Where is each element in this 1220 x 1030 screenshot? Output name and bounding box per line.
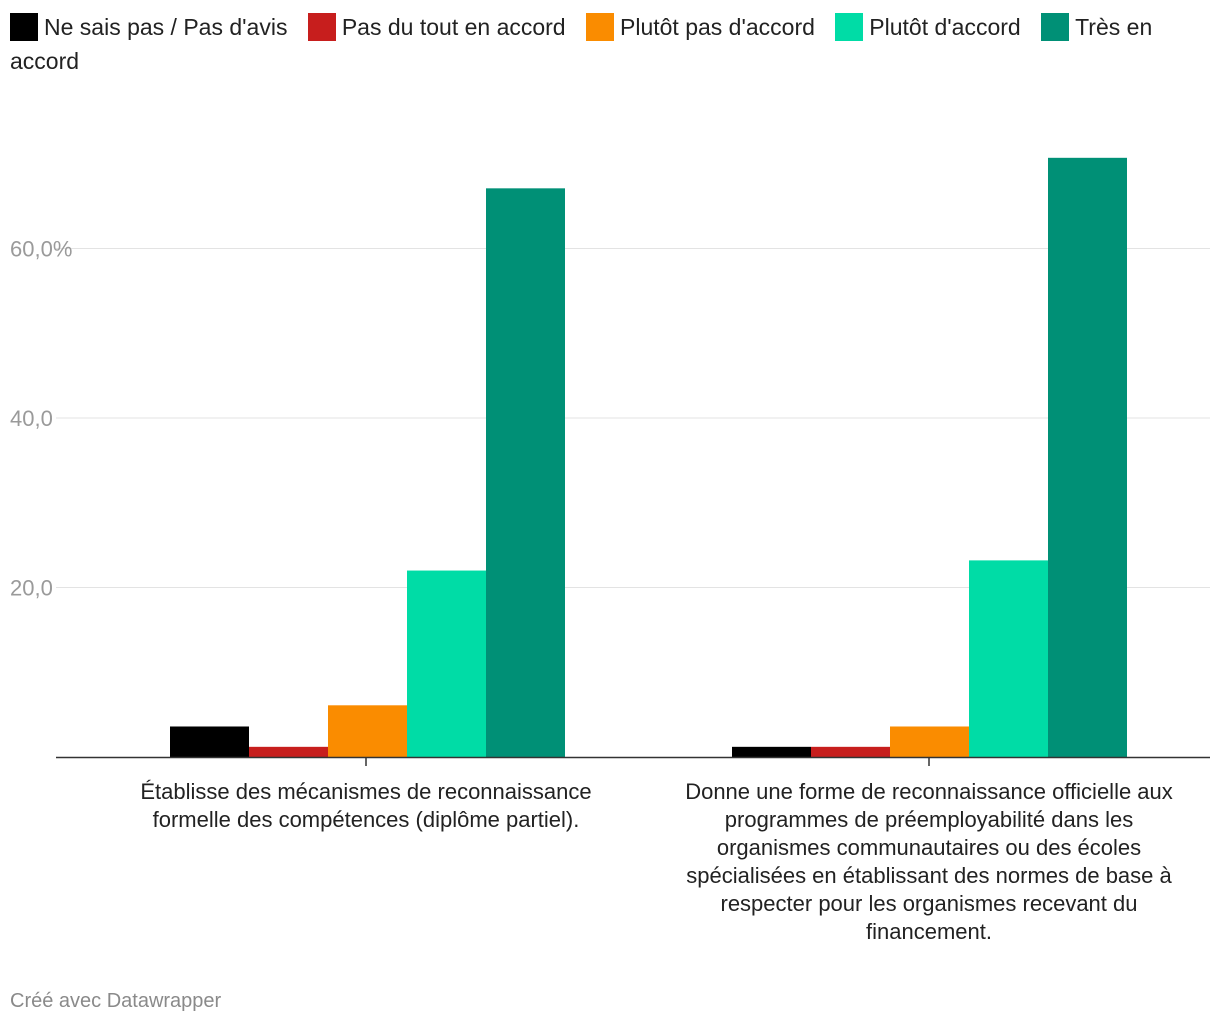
legend: Ne sais pas / Pas d'avis Pas du tout en … xyxy=(10,10,1210,78)
legend-item-ne-sais-pas: Ne sais pas / Pas d'avis xyxy=(10,13,288,41)
bar-2-1 xyxy=(732,746,811,757)
bar-1-3 xyxy=(328,705,407,757)
bar-1-1 xyxy=(170,726,249,757)
bar-1-4 xyxy=(407,570,486,757)
legend-swatch xyxy=(307,13,336,41)
bar-1-2 xyxy=(249,746,328,757)
bar-2-5 xyxy=(1048,157,1127,757)
legend-swatch xyxy=(835,13,864,41)
legend-item-pas-du-tout: Pas du tout en accord xyxy=(307,13,566,41)
bar-1-5 xyxy=(486,188,565,757)
y-tick-label: 20,0 xyxy=(10,576,53,601)
bar-chart: 20,0 40,0 60,0% xyxy=(10,157,1210,766)
legend-item-plutot-pas: Plutôt pas d'accord xyxy=(586,13,815,41)
bar-2-4 xyxy=(969,560,1048,757)
legend-label: Très en accord xyxy=(10,14,1153,74)
category-label-1: Établisse des mécanismes de reconnaissan… xyxy=(140,779,592,832)
legend-item-plutot-accord: Plutôt d'accord xyxy=(835,13,1021,41)
legend-item-tres-accord: Très en accord xyxy=(10,13,1153,74)
legend-label: Pas du tout en accord xyxy=(341,14,566,40)
y-tick-label: 60,0% xyxy=(10,237,72,262)
legend-label: Plutôt pas d'accord xyxy=(620,14,815,40)
legend-swatch xyxy=(586,13,614,41)
footer-credit: Créé avec Datawrapper xyxy=(10,990,222,1012)
legend-swatch xyxy=(1041,13,1070,41)
bar-2-2 xyxy=(811,746,890,757)
bar-2-3 xyxy=(890,726,969,757)
y-tick-label: 40,0 xyxy=(10,406,53,431)
legend-label: Ne sais pas / Pas d'avis xyxy=(44,14,288,40)
category-label-2: Donne une forme de reconnaissance offici… xyxy=(685,779,1173,944)
legend-swatch xyxy=(10,13,38,41)
legend-label: Plutôt d'accord xyxy=(869,14,1021,40)
